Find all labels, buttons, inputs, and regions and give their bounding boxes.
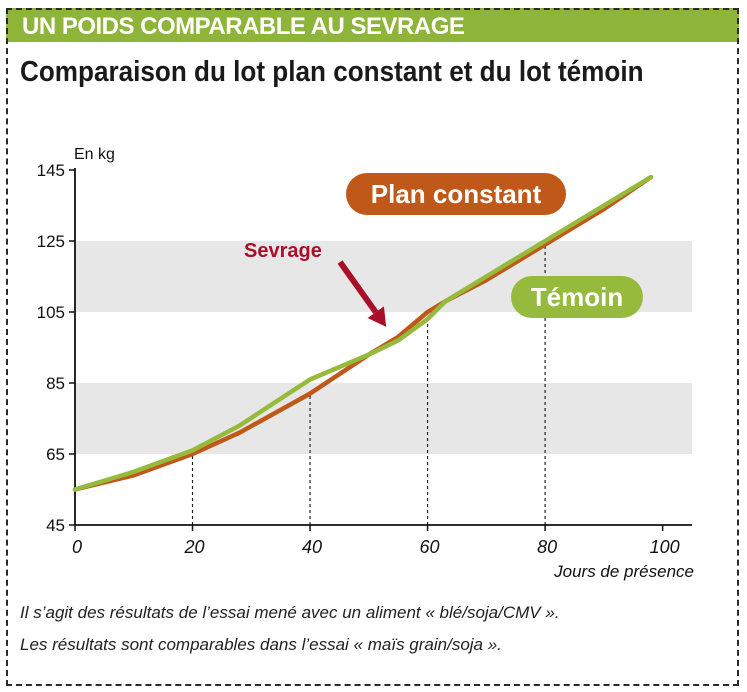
x-tick-label-60: 60 — [420, 537, 440, 557]
legend-label-plan-constant-pill — [346, 173, 566, 215]
x-tick-label-0: 0 — [72, 537, 82, 557]
x-tick-label-80: 80 — [537, 537, 557, 557]
series-line-temoin — [72, 174, 654, 492]
y-tick-label-145: 145 — [37, 161, 65, 180]
footnote-line-1: Il s’agit des résultats de l’essai mené … — [20, 603, 560, 622]
legend-label-temoin-pill — [511, 276, 643, 318]
x-axis-label: Jours de présence — [553, 562, 694, 581]
y-axis-label: En kg — [74, 146, 115, 163]
banner: UN POIDS COMPARABLE AU SEVRAGE — [6, 8, 739, 42]
x-tick-label-20: 20 — [184, 537, 205, 557]
grid-band-65-85 — [75, 383, 692, 454]
x-tick-label-40: 40 — [302, 537, 322, 557]
chart-title: Comparaison du lot plan constant et du l… — [20, 56, 644, 88]
y-tick-label-85: 85 — [46, 374, 65, 393]
legend-label-plan-constant: Plan constant — [371, 179, 542, 209]
series-line-plan-constant — [72, 174, 654, 492]
annotation-sevrage: Sevrage — [244, 240, 322, 262]
y-tick-label-45: 45 — [46, 516, 65, 535]
y-tick-label-105: 105 — [37, 303, 65, 322]
annotation-arrow-shaft — [337, 260, 379, 314]
y-tick-label-65: 65 — [46, 445, 65, 464]
frame-border — [6, 8, 739, 686]
legend-label-temoin: Témoin — [531, 282, 623, 312]
banner-text: UN POIDS COMPARABLE AU SEVRAGE — [22, 13, 465, 40]
annotation-arrow-head — [367, 306, 387, 327]
footnote-line-2: Les résultats sont comparables dans l’es… — [20, 635, 502, 654]
y-tick-label-125: 125 — [37, 232, 65, 251]
x-tick-label-100: 100 — [650, 537, 680, 557]
